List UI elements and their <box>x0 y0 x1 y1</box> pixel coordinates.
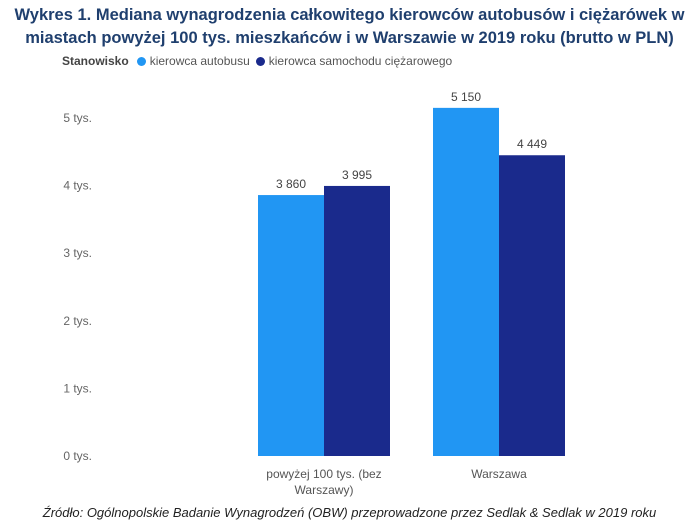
legend-truck-label: kierowca samochodu ciężarowego <box>268 54 453 68</box>
y-tick-label: 0 tys. <box>63 449 92 463</box>
legend-item-truck[interactable]: kierowca samochodu ciężarowego <box>255 54 453 68</box>
data-label: 5 150 <box>451 90 481 104</box>
chart-title: Wykres 1. Mediana wynagrodzenia całkowit… <box>0 4 699 50</box>
data-label: 3 860 <box>276 177 306 191</box>
y-tick-label: 5 tys. <box>63 111 92 125</box>
chart-title-line-1: Wykres 1. Mediana wynagrodzenia całkowit… <box>14 6 685 24</box>
x-tick-label: Warszawy) <box>295 483 354 497</box>
chart-title-line-2: miastach powyżej 100 tys. mieszkańców i … <box>25 29 674 47</box>
y-tick-label: 2 tys. <box>63 314 92 328</box>
legend-title: Stanowisko <box>62 54 129 68</box>
bar-chart: 0 tys. 1 tys. 2 tys. 3 tys. 4 tys. 5 tys. 3 86… <box>63 90 565 497</box>
y-tick-label: 1 tys. <box>63 381 92 395</box>
bar[interactable] <box>433 107 499 457</box>
x-tick-label: powyżej 100 tys. (bez <box>266 467 381 481</box>
data-label: 3 995 <box>342 168 372 182</box>
x-tick-label: Warszawa <box>471 467 527 481</box>
data-label: 4 449 <box>517 137 547 151</box>
bar[interactable] <box>258 195 324 456</box>
legend-truck-marker <box>255 56 265 66</box>
legend-item-bus[interactable]: kierowca autobusu <box>136 54 250 68</box>
source-note: Źródło: Ogólnopolskie Badanie Wynagrodze… <box>42 505 657 520</box>
legend-bus-marker <box>136 56 146 66</box>
bar[interactable] <box>324 185 390 457</box>
legend-bus-label: kierowca autobusu <box>149 54 250 68</box>
legend: Stanowisko kierowca autobusu kierowca sa… <box>62 53 458 69</box>
y-tick-label: 4 tys. <box>63 179 92 193</box>
bar[interactable] <box>499 155 565 456</box>
y-tick-label: 3 tys. <box>63 246 92 260</box>
